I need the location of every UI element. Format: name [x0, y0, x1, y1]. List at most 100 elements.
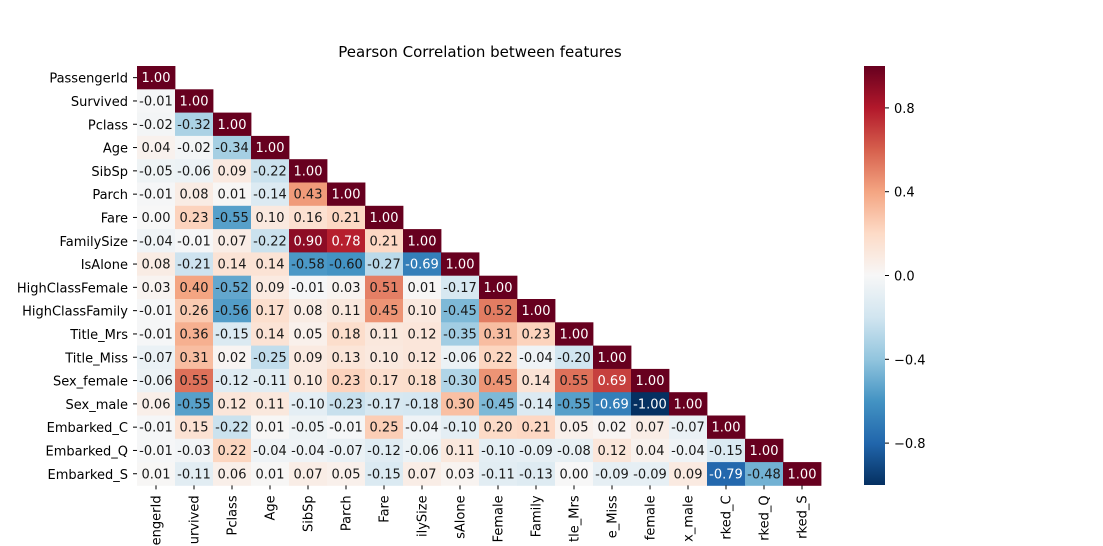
- heatmap-cell: [289, 299, 328, 323]
- cell-value-label: 1.00: [256, 141, 285, 156]
- heatmap-cell: [327, 345, 366, 370]
- cell-value-label: 0.55: [560, 374, 589, 389]
- heatmap-cell: [441, 438, 480, 463]
- heatmap-cell: [175, 299, 214, 323]
- heatmap-cell: [479, 275, 518, 300]
- heatmap-cell: [213, 438, 252, 463]
- cell-value-label: 0.78: [332, 234, 361, 249]
- heatmap-cell: [251, 345, 290, 370]
- heatmap-cell: [175, 415, 214, 440]
- heatmap-cell: [137, 275, 176, 300]
- heatmap-cell: [365, 322, 404, 346]
- heatmap-cell: [137, 322, 176, 346]
- heatmap-cell: [213, 275, 252, 300]
- cell-value-label: -0.55: [177, 397, 211, 412]
- heatmap-cell: [251, 392, 290, 416]
- heatmap-cell: [175, 438, 214, 463]
- heatmap-cell: [213, 368, 252, 393]
- cell-value-label: 0.14: [256, 327, 285, 342]
- heatmap-cell: [251, 205, 290, 230]
- cell-value-label: 0.15: [180, 421, 209, 436]
- row-label: SibSp: [91, 165, 128, 180]
- heatmap-cell: [403, 252, 442, 277]
- colorbar-tick-label: −0.4: [894, 353, 926, 368]
- heatmap-cell: [137, 135, 176, 160]
- cell-value-label: -0.45: [481, 397, 515, 412]
- heatmap-cell: [745, 462, 784, 486]
- column-label: SibSp: [302, 495, 317, 532]
- cell-value-label: -0.09: [519, 444, 553, 459]
- cell-value-label: -0.20: [557, 351, 591, 366]
- cell-value-label: 1.00: [294, 164, 323, 179]
- heatmap-cell: [555, 438, 594, 463]
- heatmap-cell: [175, 462, 214, 486]
- cell-value-label: -0.09: [633, 467, 667, 482]
- heatmap-cell: [707, 415, 746, 440]
- cell-value-label: -0.10: [291, 397, 325, 412]
- heatmap-cell: [175, 182, 214, 207]
- column-label: ilySize: [416, 495, 431, 537]
- heatmap-cell: [517, 345, 556, 370]
- cell-value-label: 0.08: [294, 304, 323, 319]
- row-label: Pclass: [88, 118, 128, 133]
- heatmap-cell: [441, 322, 480, 346]
- heatmap-cell: [137, 159, 176, 183]
- heatmap-cell: [175, 135, 214, 160]
- cell-value-label: 0.23: [522, 327, 551, 342]
- heatmap-cell: [669, 415, 708, 440]
- cell-value-label: 0.12: [598, 444, 627, 459]
- heatmap-cell: [365, 252, 404, 277]
- heatmap-cell: [289, 322, 328, 346]
- heatmap-cell: [289, 229, 328, 253]
- cell-value-label: -0.02: [139, 118, 173, 133]
- cell-value-label: 0.31: [180, 351, 209, 366]
- column-label: tle_Mrs: [568, 495, 583, 542]
- cell-value-label: 0.36: [180, 327, 209, 342]
- cell-value-label: 0.08: [180, 188, 209, 203]
- heatmap-cell: [175, 89, 214, 113]
- column-label: Family: [530, 495, 545, 537]
- cell-value-label: 0.23: [180, 211, 209, 226]
- heatmap-cell: [631, 415, 670, 440]
- cell-value-label: 0.11: [370, 327, 399, 342]
- cell-value-label: 0.16: [294, 211, 323, 226]
- cell-value-label: -0.17: [443, 281, 477, 296]
- heatmap-cell: [631, 462, 670, 486]
- heatmap-cell: [441, 462, 480, 486]
- cell-value-label: 0.03: [446, 467, 475, 482]
- heatmap-cell: [175, 322, 214, 346]
- cell-value-label: 0.14: [218, 258, 247, 273]
- heatmap-cell: [631, 438, 670, 463]
- cell-value-label: -0.04: [405, 421, 439, 436]
- cell-value-label: -0.48: [747, 467, 781, 482]
- heatmap-cell: [593, 462, 632, 486]
- heatmap-cell: [175, 229, 214, 253]
- cell-value-label: -0.04: [671, 444, 705, 459]
- heatmap-cell: [175, 275, 214, 300]
- heatmap-cell: [669, 438, 708, 463]
- cell-value-label: 0.04: [636, 444, 665, 459]
- cell-value-label: -0.01: [139, 421, 173, 436]
- heatmap-cell: [175, 252, 214, 277]
- row-label: Embarked_C: [47, 421, 128, 436]
- heatmap-cell: [137, 438, 176, 463]
- heatmap-cell: [403, 415, 442, 440]
- heatmap-cell: [365, 345, 404, 370]
- cell-value-label: 0.01: [408, 281, 437, 296]
- column-label: urvived: [188, 495, 203, 544]
- cell-value-label: 0.09: [294, 351, 323, 366]
- heatmap-cell: [403, 275, 442, 300]
- heatmap-cell: [213, 135, 252, 160]
- cell-value-label: 0.06: [218, 467, 247, 482]
- heatmap-cell: [327, 322, 366, 346]
- cell-value-label: 0.52: [484, 304, 513, 319]
- cell-value-label: -0.11: [481, 467, 515, 482]
- cell-value-label: -0.09: [595, 467, 629, 482]
- heatmap-cell: [137, 299, 176, 323]
- cell-value-label: 0.18: [332, 327, 361, 342]
- cell-value-label: 0.25: [370, 421, 399, 436]
- cell-value-label: -0.52: [215, 281, 249, 296]
- cell-value-label: 0.90: [294, 234, 323, 249]
- row-label: PassengerId: [49, 72, 128, 87]
- heatmap-cell: [327, 182, 366, 207]
